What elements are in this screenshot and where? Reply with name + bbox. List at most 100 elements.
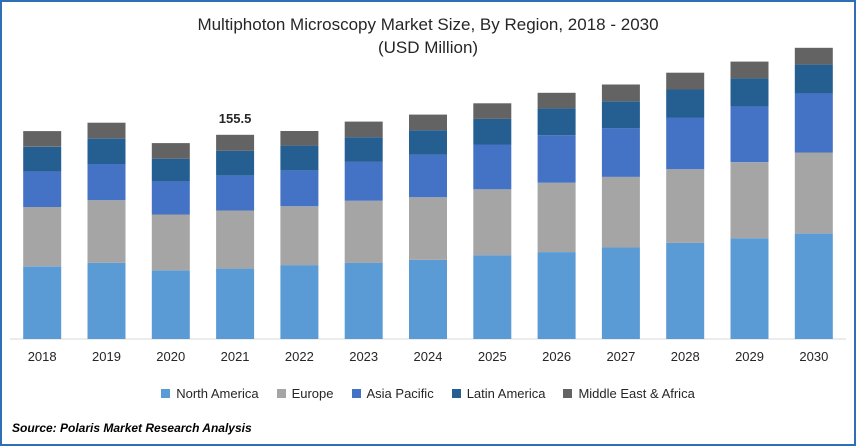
legend-item-north-america: North America [161, 386, 259, 401]
x-tick-label: 2018 [28, 349, 57, 364]
data-label-2021: 155.5 [219, 111, 252, 126]
legend-item-middle-east-africa: Middle East & Africa [563, 386, 695, 401]
bar-2019-asia-pacific [87, 164, 126, 201]
x-tick-label: 2020 [156, 349, 185, 364]
bar-2024-asia-pacific [409, 154, 447, 198]
bar-2020-middle-east-africa [151, 143, 190, 159]
bar-2021-latin-america [216, 150, 255, 176]
chart-subtitle: (USD Million) [377, 38, 479, 57]
bar-2026-asia-pacific [537, 135, 576, 183]
bar-2029-asia-pacific [730, 106, 769, 163]
bar-2018-middle-east-africa [23, 131, 62, 147]
legend-label: Asia Pacific [366, 386, 434, 401]
bar-2023-europe [344, 200, 383, 263]
x-tick-label: 2027 [606, 349, 635, 364]
x-tick-label: 2029 [735, 349, 764, 364]
bar-2027-middle-east-africa [601, 84, 640, 102]
x-tick-label: 2022 [285, 349, 314, 364]
bar-2024-middle-east-africa [409, 114, 447, 131]
bar-2026-middle-east-africa [537, 92, 576, 109]
chart-title: Multiphoton Microscopy Market Size, By R… [197, 15, 659, 34]
bar-2019-latin-america [87, 138, 126, 164]
bar-2020-north-america [151, 270, 190, 339]
bar-2020-asia-pacific [151, 181, 190, 215]
bar-2021-middle-east-africa [216, 134, 255, 151]
bar-2023-asia-pacific [344, 161, 383, 201]
bar-2030-latin-america [794, 64, 833, 94]
bar-2019-north-america [87, 262, 126, 339]
x-tick-label: 2028 [671, 349, 700, 364]
bar-2029-middle-east-africa [730, 61, 769, 79]
bar-2021-europe [216, 210, 255, 269]
bar-2028-latin-america [666, 89, 705, 118]
bar-2023-north-america [344, 262, 383, 339]
bar-2024-latin-america [409, 130, 447, 155]
bar-2030-north-america [794, 233, 833, 339]
bar-2022-north-america [280, 265, 319, 339]
bar-2020-latin-america [151, 158, 190, 182]
bar-2025-latin-america [473, 118, 512, 145]
bar-2029-north-america [730, 238, 769, 339]
bar-2027-north-america [601, 247, 640, 339]
bar-2022-latin-america [280, 145, 319, 171]
legend-item-latin-america: Latin America [451, 386, 546, 401]
bar-2027-asia-pacific [601, 128, 640, 177]
bar-2021-asia-pacific [216, 175, 255, 211]
x-tick-label: 2025 [478, 349, 507, 364]
source-note: Source: Polaris Market Research Analysis [12, 421, 252, 435]
legend-swatch [161, 389, 171, 398]
bar-2025-europe [473, 189, 512, 256]
chart-legend: North America Europe Asia Pacific Latin Ame… [2, 386, 854, 401]
bar-2027-latin-america [601, 101, 640, 129]
x-tick-label: 2023 [349, 349, 378, 364]
bar-2030-europe [794, 152, 833, 234]
legend-label: Europe [291, 386, 334, 401]
legend-swatch [563, 389, 573, 398]
x-tick-label: 2030 [799, 349, 828, 364]
x-tick-label: 2024 [414, 349, 443, 364]
bar-2023-middle-east-africa [344, 121, 383, 138]
legend-swatch [276, 389, 286, 398]
bar-2026-latin-america [537, 108, 576, 136]
bar-2025-north-america [473, 255, 512, 339]
legend-label: North America [176, 386, 259, 401]
legend-swatch [351, 389, 361, 398]
bar-2022-middle-east-africa [280, 131, 319, 146]
bar-2022-europe [280, 206, 319, 266]
legend-label: Middle East & Africa [578, 386, 695, 401]
bar-2029-latin-america [730, 78, 769, 107]
bar-2027-europe [601, 177, 640, 248]
bar-2026-europe [537, 182, 576, 252]
bar-2022-asia-pacific [280, 170, 319, 207]
bar-2026-north-america [537, 252, 576, 339]
bar-2018-north-america [23, 266, 62, 339]
bar-2023-latin-america [344, 137, 383, 162]
bar-2024-north-america [409, 259, 447, 339]
bar-2029-europe [730, 162, 769, 239]
bar-2018-latin-america [23, 146, 62, 172]
bar-2024-europe [409, 197, 447, 260]
bar-2020-europe [151, 214, 190, 271]
bar-2018-asia-pacific [23, 171, 62, 207]
bar-2028-middle-east-africa [666, 72, 705, 90]
x-tick-label: 2019 [92, 349, 121, 364]
bar-2028-asia-pacific [666, 117, 705, 170]
bar-2030-asia-pacific [794, 93, 833, 153]
bar-2021-north-america [216, 268, 255, 339]
bar-2025-asia-pacific [473, 144, 512, 190]
bar-2019-europe [87, 200, 126, 263]
x-tick-label: 2026 [542, 349, 571, 364]
bar-2028-europe [666, 169, 705, 243]
bar-2030-middle-east-africa [794, 47, 833, 65]
legend-label: Latin America [466, 386, 546, 401]
legend-swatch [451, 389, 461, 398]
bar-2018-europe [23, 207, 62, 267]
legend-item-asia-pacific: Asia Pacific [351, 386, 434, 401]
chart-plot: 2018 2019 2020 2021 155.5 2022 2023 2024 2025 202… [10, 47, 846, 364]
legend-item-europe: Europe [276, 386, 334, 401]
bar-2025-middle-east-africa [473, 103, 512, 119]
bar-2019-middle-east-africa [87, 122, 126, 139]
x-tick-label: 2021 [221, 349, 250, 364]
bar-2028-north-america [666, 242, 705, 339]
